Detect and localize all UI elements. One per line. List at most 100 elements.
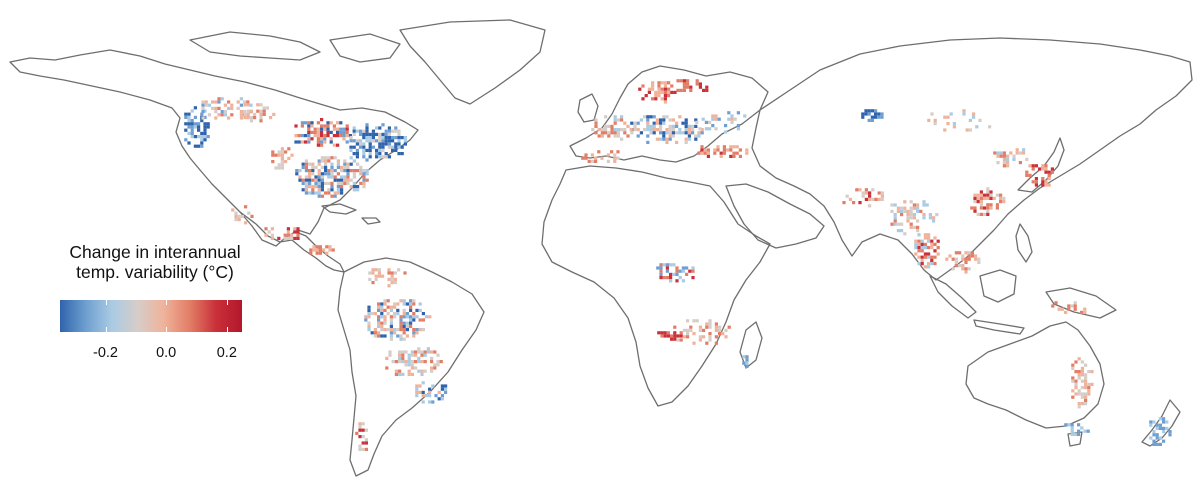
grid-cell — [385, 366, 389, 370]
grid-cell — [187, 115, 191, 119]
grid-cell — [399, 328, 403, 332]
grid-cell — [976, 212, 980, 216]
grid-cell — [613, 134, 617, 138]
grid-cell — [280, 166, 284, 170]
grid-cell — [332, 134, 336, 138]
grid-cell — [340, 178, 344, 182]
grid-cell — [410, 363, 414, 367]
grid-cell — [227, 116, 231, 120]
grid-cell — [1155, 426, 1159, 430]
grid-cell — [309, 248, 313, 252]
grid-cell — [340, 191, 344, 195]
colorbar-gradient — [60, 300, 242, 332]
grid-cell — [377, 334, 381, 338]
grid-cell — [681, 269, 685, 273]
grid-cell — [307, 124, 311, 128]
grid-cell — [961, 264, 965, 268]
grid-cell — [403, 271, 407, 275]
colorbar-tick — [226, 300, 228, 332]
grid-cell — [412, 312, 416, 316]
grid-cell — [1077, 392, 1081, 396]
grid-cell — [928, 213, 932, 217]
grid-cell — [250, 214, 254, 218]
grid-cell — [403, 142, 407, 146]
grid-cell — [352, 169, 356, 173]
grid-cell — [718, 332, 722, 336]
grid-cell — [207, 103, 211, 107]
grid-cell — [308, 175, 312, 179]
grid-cell — [311, 172, 315, 176]
grid-cell — [324, 191, 328, 195]
grid-cell — [686, 82, 690, 86]
grid-cell — [1165, 426, 1169, 430]
grid-cell — [626, 134, 630, 138]
grid-cell — [203, 125, 207, 129]
grid-cell — [383, 318, 387, 322]
grid-cell — [604, 131, 608, 135]
grid-cell — [368, 271, 372, 275]
grid-cell — [370, 312, 374, 316]
grid-cell — [297, 134, 301, 138]
grid-cell — [409, 315, 413, 319]
grid-cell — [444, 387, 448, 391]
grid-cell — [974, 257, 978, 261]
grid-cell — [952, 122, 956, 126]
grid-cell — [920, 262, 924, 266]
grid-cell — [1152, 442, 1156, 446]
grid-cell — [679, 79, 683, 83]
grid-cell — [340, 181, 344, 185]
grid-cell — [1087, 386, 1091, 390]
grid-cell — [377, 321, 381, 325]
grid-cell — [332, 127, 336, 131]
grid-cell — [274, 153, 278, 157]
grid-cell — [391, 139, 395, 143]
grid-cell — [239, 103, 243, 107]
grid-cell — [660, 87, 664, 91]
grid-cell — [393, 312, 397, 316]
grid-cell — [610, 124, 614, 128]
grid-cell — [620, 128, 624, 132]
grid-cell — [318, 248, 322, 252]
grid-cell — [1077, 423, 1081, 427]
grid-cell — [703, 148, 707, 152]
grid-cell — [346, 172, 350, 176]
grid-cell — [431, 384, 435, 388]
grid-cell — [287, 156, 291, 160]
grid-cell — [324, 156, 328, 160]
grid-cell — [1044, 180, 1048, 184]
grid-cell — [387, 268, 391, 272]
grid-cell — [423, 369, 427, 373]
grid-cell — [659, 124, 663, 128]
grid-cell — [304, 162, 308, 166]
grid-cell — [927, 239, 931, 243]
grid-cell — [348, 134, 352, 138]
grid-cell — [659, 118, 663, 122]
grid-cell — [400, 145, 404, 149]
grid-cell — [404, 363, 408, 367]
grid-cell — [660, 331, 664, 335]
grid-cell — [1060, 307, 1064, 311]
grid-cell — [309, 251, 313, 255]
grid-cell — [304, 169, 308, 173]
grid-cell — [243, 103, 247, 107]
grid-cell — [367, 312, 371, 316]
grid-cell — [920, 239, 924, 243]
grid-cell — [1152, 439, 1156, 443]
grid-cell — [206, 125, 210, 129]
grid-cell — [594, 124, 598, 128]
grid-cell — [923, 246, 927, 250]
grid-cell — [387, 277, 391, 281]
grid-cell — [375, 132, 379, 136]
grid-cell — [670, 337, 674, 341]
grid-cell — [236, 106, 240, 110]
grid-cell — [669, 263, 673, 267]
grid-cell — [1158, 426, 1162, 430]
grid-cell — [1077, 376, 1081, 380]
grid-cell — [1031, 180, 1035, 184]
grid-cell — [402, 324, 406, 328]
coast-arctic-islands-2 — [329, 33, 401, 63]
grid-cell — [294, 140, 298, 144]
grid-cell — [444, 384, 448, 388]
grid-cell — [890, 209, 894, 213]
grid-cell — [682, 79, 686, 83]
